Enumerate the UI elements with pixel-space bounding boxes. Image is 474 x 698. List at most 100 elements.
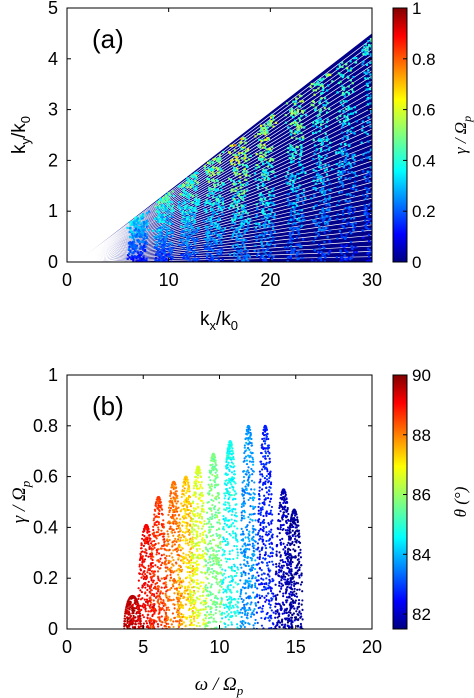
panel-a-point	[293, 119, 297, 122]
panel-a-point	[214, 245, 217, 249]
panel-a-point	[366, 208, 369, 212]
panel-a-point	[166, 217, 169, 220]
panel-b-point	[156, 581, 159, 584]
panel-a-point	[245, 260, 249, 262]
panel-a-point	[290, 136, 294, 139]
panel-a-point	[328, 218, 331, 222]
panel-a-point	[346, 257, 349, 260]
panel-b-point	[173, 510, 176, 514]
panel-a-point	[261, 131, 264, 134]
panel-a-point	[222, 183, 225, 186]
panel-a-point	[328, 229, 331, 233]
panel-a-point	[286, 171, 289, 174]
panel-a-point	[326, 178, 329, 181]
panel-a-point	[378, 106, 380, 108]
panel-a-point	[345, 154, 348, 157]
panel-a-point	[341, 185, 345, 188]
panel-a-point	[136, 222, 139, 225]
panel-b-point	[228, 469, 231, 473]
panel-a-point	[168, 215, 171, 218]
panel-a-point	[164, 195, 167, 198]
panel-a-point	[171, 190, 174, 193]
panel-a-point	[165, 207, 169, 210]
panel-a-point	[213, 241, 216, 244]
panel-a-point	[288, 233, 291, 236]
panel-a-point	[246, 221, 250, 225]
panel-a-point	[289, 236, 292, 240]
panel-a-point	[287, 126, 290, 129]
panel-a-point	[320, 148, 323, 151]
panel-a-point	[231, 205, 234, 208]
panel-a-point	[246, 182, 249, 185]
panel-a-point	[219, 207, 223, 210]
panel-b-point	[181, 547, 184, 550]
panel-b-point	[214, 554, 217, 557]
panel-b-point	[215, 575, 218, 578]
panel-a-point	[186, 223, 189, 226]
panel-a-point	[243, 167, 246, 171]
panel-b-point	[177, 524, 181, 527]
panel-a-point	[216, 183, 220, 186]
panel-a-point	[209, 218, 212, 221]
panel-a-point	[370, 221, 372, 225]
panel-a-point	[311, 131, 315, 135]
panel-b-cluster	[136, 523, 156, 629]
panel-a-point	[299, 105, 302, 108]
panel-a-point	[162, 213, 166, 216]
panel-b-point	[169, 497, 173, 500]
panel-a-angle-line	[76, 43, 372, 262]
panel-a-point	[363, 207, 366, 210]
panel-a-point	[329, 189, 332, 192]
panel-a-point	[266, 242, 269, 245]
panel-a-point	[135, 260, 138, 262]
panel-a-point	[267, 208, 270, 211]
panel-a-point	[266, 126, 269, 129]
panel-b-point	[198, 534, 202, 538]
panel-a-point	[350, 232, 353, 235]
panel-a-point	[160, 255, 163, 258]
panel-a-point	[264, 170, 267, 174]
panel-a-point	[269, 234, 272, 237]
panel-b-point	[234, 535, 237, 538]
panel-a-point	[233, 247, 237, 250]
panel-a-point	[264, 258, 267, 261]
panel-a-point	[314, 260, 318, 262]
panel-a-point	[167, 201, 170, 204]
panel-a-point	[373, 170, 375, 172]
panel-b-point	[212, 460, 215, 463]
panel-b: 0 5 10 15 20 00.20.40.60.81 (b) ω / Ωp γ / Ω…	[9, 365, 470, 698]
panel-a-angle-line	[76, 80, 372, 262]
panel-a-point	[135, 218, 138, 221]
panel-a-point	[344, 199, 347, 202]
panel-b-point	[213, 576, 216, 579]
panel-a-point	[289, 254, 292, 258]
panel-b-point	[189, 620, 192, 623]
panel-b-point	[141, 584, 144, 587]
panel-a-point	[344, 63, 348, 66]
panel-a-point	[233, 194, 236, 198]
panel-a-point	[326, 209, 330, 212]
panel-b-point	[177, 564, 181, 567]
panel-a-point	[367, 217, 370, 221]
panel-a-point	[288, 202, 291, 205]
panel-a-point	[272, 114, 275, 117]
panel-a-point	[257, 249, 260, 252]
panel-b-point	[182, 504, 185, 507]
panel-b-point	[172, 520, 175, 524]
panel-a-point	[239, 176, 242, 179]
panel-b-point	[146, 588, 149, 592]
panel-a-angle-line	[76, 91, 372, 262]
panel-b-point	[208, 613, 211, 616]
panel-a-point	[321, 254, 324, 257]
panel-b-point	[228, 477, 231, 481]
panel-a-point	[370, 190, 372, 193]
panel-a-point	[244, 194, 247, 197]
panel-b-point	[198, 553, 201, 556]
panel-a-point	[129, 221, 132, 224]
panel-b-edge-point	[170, 486, 173, 489]
panel-a-point	[153, 217, 157, 220]
panel-a-point	[263, 233, 266, 236]
panel-a-point	[191, 213, 194, 216]
panel-a-point	[191, 217, 194, 220]
panel-a-point	[293, 112, 296, 115]
